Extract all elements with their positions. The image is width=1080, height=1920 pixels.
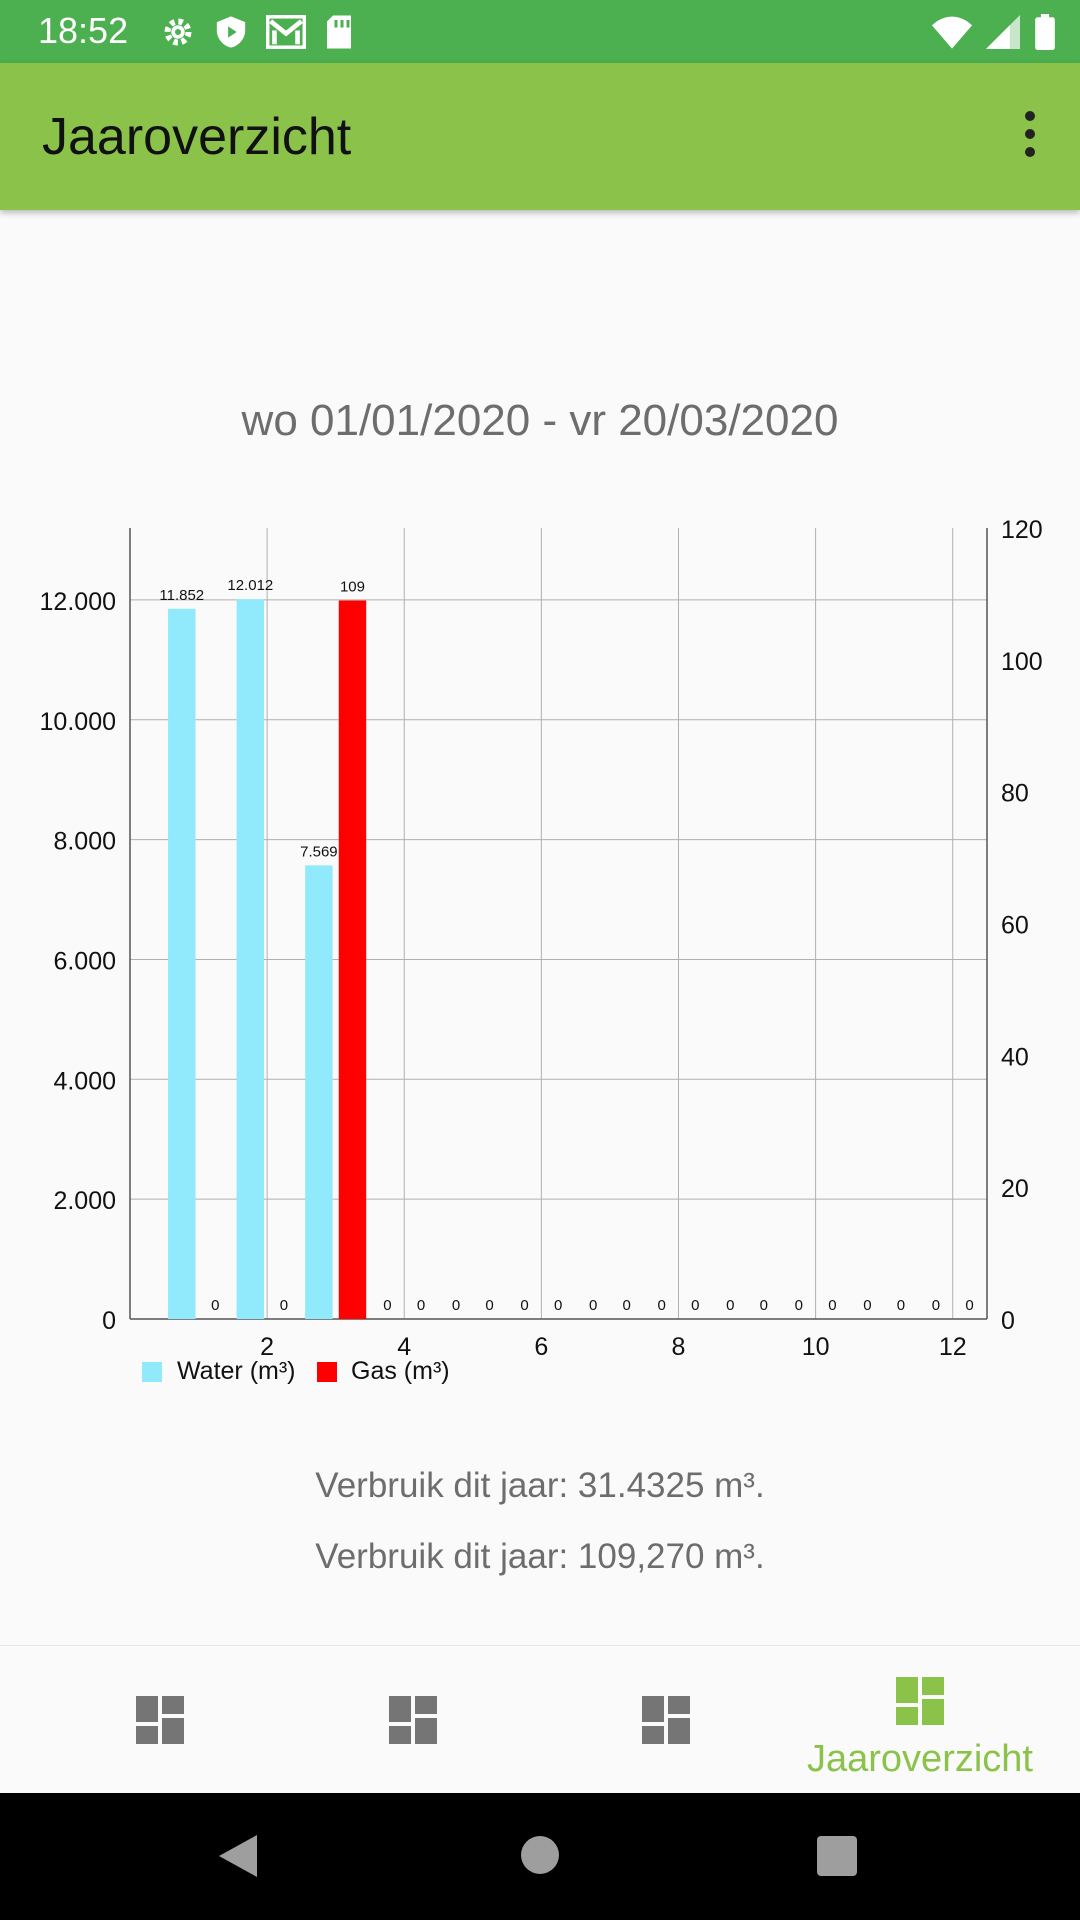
data-label-gas: 0 — [965, 1297, 973, 1314]
data-label-water: 12.012 — [227, 577, 273, 594]
status-time: 18:52 — [38, 10, 129, 51]
summary-gas: Verbruik dit jaar: 109,270 m³. — [315, 1537, 765, 1576]
data-label-gas: 0 — [417, 1297, 425, 1314]
back-icon[interactable] — [217, 1833, 259, 1879]
data-label-gas: 0 — [211, 1297, 219, 1314]
y-right-tick-label: 40 — [1001, 1043, 1029, 1071]
y-right-tick-label: 80 — [1001, 780, 1029, 808]
y-right-tick-label: 20 — [1001, 1175, 1029, 1203]
x-tick-label: 2 — [260, 1333, 274, 1361]
y-left-tick-label: 4.000 — [53, 1067, 116, 1095]
data-label-gas: 0 — [828, 1297, 836, 1314]
data-label-water: 0 — [520, 1297, 528, 1314]
date-range: wo 01/01/2020 - vr 20/03/2020 — [241, 396, 839, 445]
data-label-water: 0 — [863, 1297, 871, 1314]
dashboard-icon — [642, 1696, 690, 1744]
nav-item-3[interactable] — [531, 1646, 801, 1794]
data-label-gas: 109 — [340, 579, 365, 596]
dashboard-icon — [896, 1677, 944, 1725]
data-label-gas: 0 — [897, 1297, 905, 1314]
recents-icon[interactable] — [817, 1836, 857, 1876]
data-label-gas: 0 — [485, 1297, 493, 1314]
data-label-water: 0 — [383, 1297, 391, 1314]
y-right-tick-label: 60 — [1001, 912, 1029, 940]
data-label-water: 0 — [726, 1297, 734, 1314]
data-label-gas: 0 — [280, 1297, 288, 1314]
y-left-tick-label: 10.000 — [40, 708, 116, 736]
x-tick-label: 4 — [397, 1333, 411, 1361]
data-label-gas: 0 — [691, 1297, 699, 1314]
y-left-tick-label: 8.000 — [53, 828, 116, 856]
status-bar: 18:52 — [0, 0, 1080, 63]
home-icon[interactable] — [520, 1835, 560, 1875]
bar-water — [236, 599, 265, 1319]
y-left-tick-label: 12.000 — [40, 588, 116, 616]
legend-swatch-water — [142, 1362, 162, 1382]
sd-card-icon — [327, 15, 351, 49]
nav-item-2[interactable] — [278, 1646, 548, 1794]
more-vert-icon[interactable] — [1000, 103, 1060, 173]
bar-water — [168, 608, 196, 1319]
app-bar: Jaaroverzicht — [0, 63, 1080, 210]
y-right-tick-label: 100 — [1001, 648, 1043, 676]
signal-icon — [986, 15, 1020, 49]
gear-icon — [164, 18, 192, 46]
data-label-water: 0 — [589, 1297, 597, 1314]
data-label-gas: 0 — [554, 1297, 562, 1314]
bar-chart: 0 2.000 4.000 6.000 8.000 10.000 12.000 2 4 6 8 10 1… — [40, 516, 1043, 1385]
y-left-tick-label: 2.000 — [53, 1187, 116, 1215]
system-nav — [0, 1793, 1080, 1920]
data-label-water: 0 — [795, 1297, 803, 1314]
data-label-water: 0 — [932, 1297, 940, 1314]
data-label-water: 0 — [658, 1297, 666, 1314]
nav-item-1[interactable] — [25, 1646, 295, 1794]
battery-icon — [1035, 14, 1055, 50]
dashboard-icon — [136, 1696, 184, 1744]
data-label-water: 7.569 — [300, 843, 338, 860]
nav-label: Jaaroverzicht — [807, 1738, 1033, 1780]
legend-label-gas: Gas (m³) — [351, 1357, 450, 1385]
x-tick-label: 8 — [672, 1333, 686, 1361]
summary-water: Verbruik dit jaar: 31.4325 m³. — [315, 1466, 765, 1505]
page-title: Jaaroverzicht — [42, 108, 352, 166]
shield-icon — [216, 16, 246, 48]
data-label-water: 11.852 — [159, 587, 204, 604]
bar-water — [305, 865, 333, 1319]
bottom-nav: Jaaroverzicht — [0, 1645, 1080, 1794]
data-label-gas: 0 — [623, 1297, 631, 1314]
y-left-tick-label: 0 — [102, 1307, 116, 1335]
data-label-water: 0 — [452, 1297, 460, 1314]
wifi-icon — [932, 16, 972, 49]
x-tick-label: 10 — [802, 1333, 830, 1361]
x-tick-label: 12 — [939, 1333, 967, 1361]
legend-swatch-gas — [317, 1362, 337, 1382]
data-label-gas: 0 — [760, 1297, 768, 1314]
bar-gas — [338, 600, 367, 1319]
dashboard-icon — [389, 1696, 437, 1744]
gmail-icon — [266, 15, 306, 49]
legend-label-water: Water (m³) — [177, 1357, 296, 1385]
nav-item-jaaroverzicht[interactable]: Jaaroverzicht — [785, 1646, 1055, 1794]
y-right-tick-label: 120 — [1001, 516, 1043, 544]
y-left-tick-label: 6.000 — [53, 947, 116, 975]
x-tick-label: 6 — [534, 1333, 548, 1361]
y-right-tick-label: 0 — [1001, 1307, 1015, 1335]
